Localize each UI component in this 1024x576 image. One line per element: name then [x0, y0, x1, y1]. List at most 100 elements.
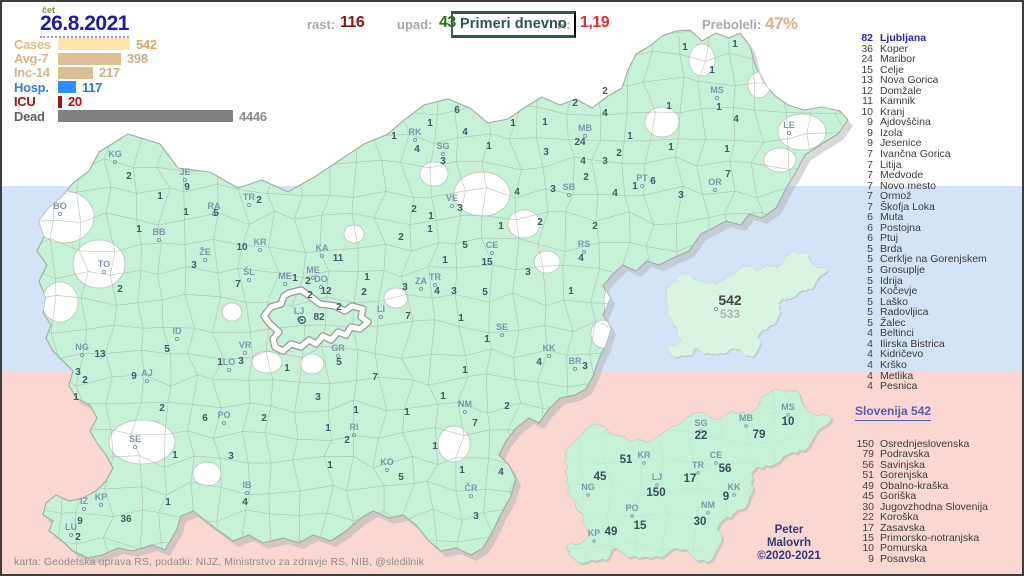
town-marker	[468, 493, 474, 499]
municipality-name: Cerklje na Gorenjskem	[880, 253, 987, 266]
region-row: 51 Gorenjska	[847, 469, 1022, 482]
municipality-case-count: 6	[202, 413, 208, 424]
municipality-case-count: 3	[602, 156, 608, 167]
municipality-count: 5	[867, 295, 873, 308]
municipality-name: Medvode	[880, 169, 924, 182]
country-avg-value: 533	[720, 307, 740, 321]
town-marker	[202, 257, 208, 263]
municipality-case-count: 6	[454, 105, 460, 116]
region-marker	[586, 493, 590, 497]
town-marker	[68, 532, 74, 538]
municipality-case-count: 1	[724, 144, 730, 155]
municipality-name: Ljubljana	[880, 32, 927, 44]
stats-bar-chart: Cases 542 Avg-7 398 Inc-14 217 Hosp. 117 ICU 20 De…	[14, 36, 267, 124]
municipality-code-label: KA	[316, 243, 329, 253]
region-marker	[642, 461, 646, 465]
town-marker	[489, 250, 495, 256]
region-marker	[706, 511, 710, 515]
municipality-name: Kranj	[880, 105, 905, 118]
municipality-case-count: 1	[627, 131, 633, 142]
region-name: Posavska	[880, 552, 926, 565]
municipality-count: 10	[861, 105, 873, 118]
municipality-case-count: 6	[650, 176, 656, 187]
region-code-label: KR	[638, 450, 651, 460]
weekday-label: čet	[42, 5, 56, 15]
municipality-case-count: 1	[458, 313, 464, 324]
municipality-code-label: IZ	[80, 496, 89, 506]
municipality-row: 4 Beltinci	[849, 328, 1022, 339]
municipality-row: 7 Litija	[849, 159, 1022, 171]
municipality-case-count: 82	[313, 312, 325, 323]
municipality-code-label: KG	[108, 149, 122, 159]
municipality-case-count: 3	[402, 282, 408, 293]
region-case-count: 56	[719, 463, 732, 475]
stat-value: 117	[82, 79, 103, 95]
municipality-case-count: 1	[542, 117, 548, 128]
date-label[interactable]: 26.8.2021	[40, 12, 129, 38]
region-case-count: 79	[753, 429, 766, 441]
region-row: 49 Obalno-kraška	[847, 479, 1022, 492]
municipality-case-count: 2	[616, 148, 622, 159]
town-marker	[319, 253, 325, 259]
municipality-case-count: 1	[404, 407, 410, 418]
region-case-count: 15	[634, 520, 647, 532]
municipality-name: Novo mesto	[880, 179, 937, 192]
municipality-name: Celje	[880, 63, 904, 76]
municipality-name: Domžale	[880, 84, 922, 97]
slovenia-total-header[interactable]: Slovenija 542	[855, 404, 932, 421]
capital-marker	[713, 306, 719, 312]
region-count: 51	[862, 469, 874, 482]
municipality-count: 7	[867, 169, 873, 182]
region-code-label: MB	[739, 413, 753, 423]
municipality-case-count: 1	[292, 273, 298, 284]
region-row: 150 Osrednjeslovenska	[847, 439, 1022, 450]
municipality-code-label: LI	[377, 304, 385, 314]
municipality-case-count: 1	[442, 255, 448, 266]
municipality-code-label: BO	[53, 201, 67, 211]
municipality-case-count: 3	[440, 156, 446, 167]
stat-label: Inc-14	[14, 65, 50, 81]
municipality-case-count: 3	[451, 286, 457, 297]
municipality-code-label: KP	[95, 492, 108, 502]
no-case-municipality	[763, 147, 797, 173]
stat-bar-row: Hosp. 117	[14, 79, 267, 95]
region-case-count: 17	[684, 473, 697, 485]
stat-label: Dead	[14, 108, 45, 124]
town-marker	[786, 130, 792, 136]
region-marker	[655, 483, 659, 487]
town-marker	[242, 350, 248, 356]
region-count: 30	[862, 500, 874, 513]
municipality-count: 9	[867, 116, 873, 129]
data-sources-credit: karta: Geodetska uprava RS, podatki: NIJ…	[14, 556, 425, 568]
municipality-name: Ptuj	[880, 232, 899, 245]
town-marker	[499, 332, 505, 338]
no-case-municipality	[108, 419, 176, 465]
municipality-case-count: 4	[612, 188, 618, 199]
municipality-count: 82	[861, 32, 873, 44]
municipality-case-count: 3	[315, 392, 321, 403]
daily-cases-button[interactable]: Primeri dnevno	[451, 11, 576, 38]
municipality-row: 5 Kočevje	[849, 286, 1022, 297]
municipality-case-count: 7	[405, 311, 411, 322]
municipality-case-count: 1	[668, 142, 674, 153]
town-marker	[101, 269, 107, 275]
ljubljana-highlight-ring[interactable]	[261, 287, 371, 354]
stat-value: 542	[136, 36, 157, 52]
region-code-label: NM	[701, 500, 715, 510]
municipality-name: Koper	[880, 42, 909, 55]
municipality-case-count: 1	[716, 102, 722, 113]
municipality-row: 10 Kranj	[849, 105, 1022, 118]
upad-label: upad:	[397, 17, 433, 32]
municipality-code-label: CE	[486, 240, 499, 250]
municipality-case-count: 5	[213, 208, 219, 219]
municipality-case-count: 3	[582, 361, 588, 372]
slovenia-land-shape	[564, 389, 833, 564]
municipality-case-count: 2	[583, 172, 589, 183]
no-case-municipality	[507, 209, 541, 239]
region-name: Obalno-kraška	[880, 479, 949, 492]
municipality-code-label: SG	[436, 141, 449, 151]
municipality-count: 7	[867, 179, 873, 192]
region-row: 10 Pomurska	[847, 543, 1022, 554]
municipality-row: 9 Jesenice	[849, 138, 1022, 149]
